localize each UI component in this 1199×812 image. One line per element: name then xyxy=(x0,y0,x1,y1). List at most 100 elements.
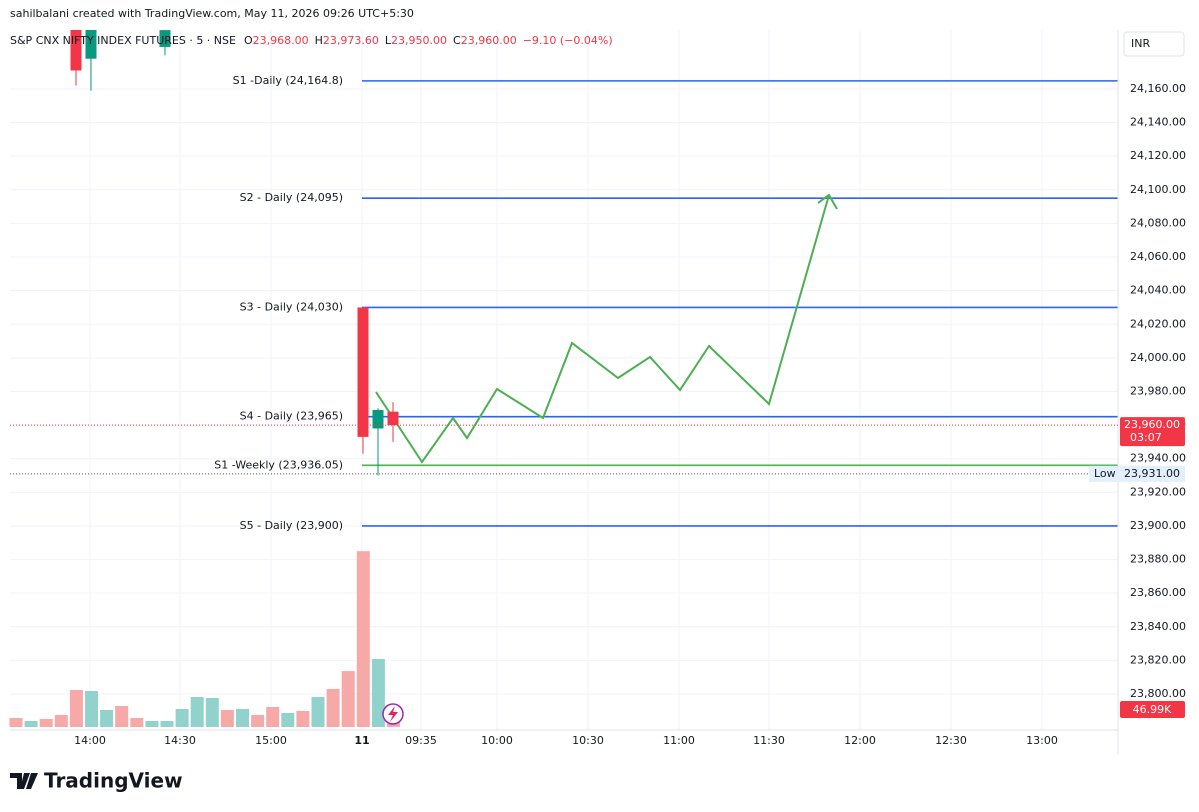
volume-bar xyxy=(69,689,83,727)
volume-bar xyxy=(145,720,159,727)
y-tick-label: 23,820.00 xyxy=(1130,653,1186,666)
candle-body xyxy=(387,411,399,426)
y-tick-label: 24,060.00 xyxy=(1130,250,1186,263)
x-tick-label: 11:30 xyxy=(753,734,785,747)
y-tick-label: 23,860.00 xyxy=(1130,586,1186,599)
x-tick-label: 13:00 xyxy=(1026,734,1058,747)
volume-bar xyxy=(251,715,265,727)
currency-box[interactable] xyxy=(1123,31,1185,57)
logo-text: TradingView xyxy=(44,769,183,793)
volume-bar xyxy=(24,720,38,727)
candle-body xyxy=(159,30,171,47)
projection-path xyxy=(375,194,830,464)
x-tick-label: 12:30 xyxy=(935,734,967,747)
ohlc-key: C xyxy=(453,34,461,47)
x-tick-label: 11:00 xyxy=(663,734,695,747)
y-tick-label: 24,020.00 xyxy=(1130,317,1186,330)
volume-bar xyxy=(326,689,340,727)
level-label: S4 - Daily (23,965) xyxy=(240,410,343,423)
volume-bar xyxy=(205,698,219,727)
volume-bar xyxy=(190,697,204,727)
lightning-bolt xyxy=(388,706,398,722)
candle-body xyxy=(357,307,369,437)
symbol-legend: S&P CNX NIFTY INDEX FUTURES · 5 · NSE O 23… xyxy=(10,34,613,47)
candle-body xyxy=(85,30,97,59)
volume-bar xyxy=(115,706,129,727)
x-tick-label: 10:00 xyxy=(481,734,513,747)
volume-bar xyxy=(220,709,234,727)
x-tick-label: 14:30 xyxy=(164,734,196,747)
currency: INR xyxy=(1131,37,1150,50)
grid xyxy=(10,30,1118,730)
volume-bar xyxy=(371,659,385,727)
ohlc-value: 23,968.00 xyxy=(253,34,309,47)
ohlc-key: H xyxy=(315,34,323,47)
volume-bar xyxy=(236,708,249,727)
y-tick-label: 24,160.00 xyxy=(1130,82,1186,95)
volume-bar xyxy=(85,690,98,727)
y-tick-label: 23,900.00 xyxy=(1130,519,1186,532)
volume-label-box xyxy=(1120,701,1185,718)
y-tick-label: 24,140.00 xyxy=(1130,116,1186,129)
attribution: sahilbalani created with TradingView.com… xyxy=(10,7,414,20)
y-tick-label: 23,980.00 xyxy=(1130,384,1186,397)
volume-bar xyxy=(100,709,114,727)
volume-bar xyxy=(341,671,355,727)
symbol-name: S&P CNX NIFTY INDEX FUTURES · 5 · NSE xyxy=(10,34,236,47)
low-label: 23,931.00 xyxy=(1124,467,1180,480)
countdown: 03:07 xyxy=(1130,431,1162,444)
x-tick-label: 15:00 xyxy=(255,734,287,747)
last-price-box xyxy=(1120,417,1185,447)
volume-bar xyxy=(160,720,174,727)
projection-arrowhead xyxy=(817,193,838,210)
header-bar xyxy=(0,0,1199,29)
logo-mark xyxy=(10,773,38,789)
ohlc-value: 23,950.00 xyxy=(391,34,447,47)
price-change: −9.10 (−0.04%) xyxy=(523,34,613,47)
volume-bar xyxy=(296,710,310,727)
level-label: S3 - Daily (24,030) xyxy=(240,300,343,313)
ohlc-key: O xyxy=(244,34,253,47)
level-label: S1 -Daily (24,164.8) xyxy=(233,74,343,87)
y-tick-label: 23,940.00 xyxy=(1130,452,1186,465)
y-tick-label: 24,000.00 xyxy=(1130,351,1186,364)
volume-bar xyxy=(281,713,295,727)
low-box xyxy=(1089,465,1185,482)
levels: S1 -Daily (24,164.8) S2 - Daily (24,095) S… xyxy=(214,74,1118,532)
level-label: S1 -Weekly (23,936.05) xyxy=(214,458,343,471)
logo: TradingView xyxy=(10,769,183,793)
volume-bar xyxy=(266,707,280,727)
level-label: S2 - Daily (24,095) xyxy=(240,191,343,204)
volume-bar xyxy=(9,717,23,727)
candle-body xyxy=(70,30,82,71)
y-tick-label: 23,920.00 xyxy=(1130,485,1186,498)
low-text: Low xyxy=(1094,467,1116,480)
candles xyxy=(70,30,399,476)
volume-bar xyxy=(175,708,189,727)
y-tick-label: 24,100.00 xyxy=(1130,183,1186,196)
x-tick-label: 09:35 xyxy=(405,734,437,747)
last-price-label: 23,960.00 xyxy=(1124,418,1180,431)
y-tick-label: 23,880.00 xyxy=(1130,553,1186,566)
volume-pane xyxy=(9,551,400,727)
volume-bar xyxy=(39,718,53,727)
x-tick-label: 11 xyxy=(354,734,369,747)
x-tick-label: 10:30 xyxy=(572,734,604,747)
ohlc-value: 23,973.60 xyxy=(323,34,379,47)
y-tick-label: 24,080.00 xyxy=(1130,216,1186,229)
x-tick-label: 12:00 xyxy=(844,734,876,747)
volume-bar xyxy=(356,551,370,727)
y-tick-label: 24,040.00 xyxy=(1130,284,1186,297)
volume-bar xyxy=(130,717,144,727)
volume-bar xyxy=(54,715,68,727)
y-tick-label: 23,840.00 xyxy=(1130,620,1186,633)
y-tick-label: 24,120.00 xyxy=(1130,149,1186,162)
volume-bar xyxy=(311,697,325,727)
ohlc-key: L xyxy=(385,34,392,47)
volume-label: 46.99K xyxy=(1133,703,1172,716)
x-tick-label: 14:00 xyxy=(74,734,106,747)
ohlc-value: 23,960.00 xyxy=(461,34,517,47)
candle-body xyxy=(372,409,384,429)
